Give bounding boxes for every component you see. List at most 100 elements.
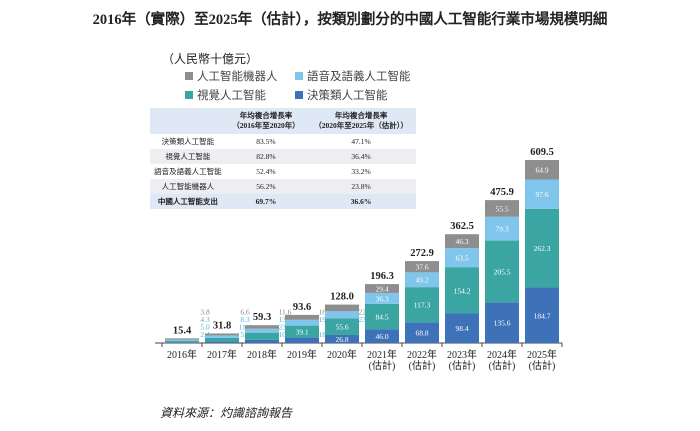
data-label: 26.8: [335, 335, 348, 344]
x-tick-label: 2022年: [407, 348, 437, 361]
source-note: 資料來源：灼識諮詢報告: [160, 406, 293, 420]
legend-label: 人工智能機器人: [197, 71, 278, 83]
data-label: 5.0: [200, 323, 210, 332]
bar-segment: [205, 341, 239, 343]
cell: 52.4%: [256, 167, 276, 176]
total-label: 128.0: [330, 292, 354, 303]
bar-segment: [525, 287, 559, 343]
data-label: 262.3: [534, 244, 551, 253]
bar-segment: [525, 179, 559, 209]
legend-label: 視覺人工智能: [197, 90, 266, 102]
data-label: 117.3: [414, 301, 431, 310]
data-label: 64.9: [535, 166, 548, 175]
bar-segment: [285, 325, 319, 338]
table-row-total: 中國人工智能支出 69.7% 36.6%: [150, 194, 416, 209]
total-label: 59.3: [253, 312, 271, 323]
bar-segment: [405, 261, 439, 273]
total-label: 475.9: [490, 187, 514, 198]
x-tick-label: 2017年: [207, 348, 237, 361]
legend-label: 決策類人工智能: [307, 90, 388, 102]
data-label: 3.8: [200, 308, 210, 317]
cell: 47.1%: [351, 137, 371, 146]
legend-item-speech: 語音及語義人工智能: [295, 68, 435, 84]
data-label: 63.5: [455, 254, 468, 263]
x-tick-label: 2021年: [367, 348, 397, 361]
x-tick-label: (估計): [489, 359, 516, 372]
data-label: 184.7: [534, 311, 551, 320]
data-label: 46.3: [455, 237, 468, 246]
bar-segment: [245, 328, 279, 333]
cell: 語音及語義人工智能: [154, 167, 222, 176]
cell: 83.5%: [256, 137, 276, 146]
cell: 33.2%: [351, 167, 371, 176]
unit-label: （人民幣十億元）: [162, 52, 259, 66]
bar-segment: [285, 314, 319, 320]
table-row: 視覺人工智能 82.8% 36.4%: [150, 149, 416, 164]
data-label: 49.2: [415, 276, 428, 285]
bar-segment: [165, 338, 199, 340]
legend-swatch: [185, 72, 193, 80]
x-tick-label: 2019年: [287, 348, 317, 361]
data-label: 154.2: [454, 286, 471, 295]
header-cell: 年均複合增長率 （2020年至2025年（估計））: [306, 108, 416, 134]
cell: 36.6%: [306, 194, 416, 209]
table-row: 人工智能機器人 56.2% 23.8%: [150, 179, 416, 194]
data-label: 98.4: [455, 324, 468, 333]
bar-segment: [365, 303, 399, 330]
x-tick-label: 2018年: [247, 348, 277, 361]
bar-segment: [525, 208, 559, 288]
data-label: 37.6: [415, 263, 428, 272]
data-label: 6.6: [240, 308, 250, 317]
total-label: 362.5: [450, 221, 474, 232]
data-label: 84.5: [375, 313, 388, 322]
bar-segment: [245, 325, 279, 329]
data-label: 8.3: [240, 315, 250, 324]
total-label: 272.9: [410, 248, 434, 259]
legend-item-vision: 視覺人工智能: [185, 87, 295, 103]
bar-segment: [165, 339, 199, 341]
data-label: 68.8: [415, 329, 428, 338]
page-title: 2016年（實際）至2025年（估計），按類別劃分的中國人工智能行業市場規模明細: [92, 12, 608, 28]
cell: 56.2%: [225, 179, 307, 194]
bar-segment: [165, 342, 199, 343]
legend-item-decision: 決策類人工智能: [295, 87, 435, 103]
table-header: 年均複合增長率 （2016年至2020年） 年均複合增長率 （2020年至202…: [150, 108, 416, 134]
data-label: 39.1: [295, 327, 308, 336]
cell: 69.7%: [225, 194, 307, 209]
bar-segment: [325, 334, 359, 343]
cell: 視覺人工智能: [150, 149, 226, 164]
cell: 人工智能機器人: [150, 179, 226, 194]
total-label: 196.3: [370, 271, 394, 282]
bar-segment: [365, 329, 399, 343]
table-row: 語音及語義人工智能 52.4% 33.2%: [150, 164, 416, 179]
data-label: 135.6: [494, 319, 511, 328]
data-label: 29.4: [375, 285, 388, 294]
x-tick-label: (估計): [449, 359, 476, 372]
legend-label: 語音及語義人工智能: [307, 71, 411, 83]
bar-segment: [325, 311, 359, 319]
bar-segment: [525, 160, 559, 180]
data-label: 46.0: [375, 332, 388, 341]
cagr-table: 年均複合增長率 （2016年至2020年） 年均複合增長率 （2020年至202…: [150, 108, 416, 209]
bar-segment: [365, 284, 399, 293]
bar-segment: [365, 292, 399, 304]
bar-segment: [205, 335, 239, 338]
total-label: 15.4: [173, 325, 192, 336]
total-label: 93.6: [293, 302, 311, 313]
bar-segment: [325, 318, 359, 335]
x-tick-label: 2016年: [167, 348, 197, 361]
x-tick-label: 2024年: [487, 348, 517, 361]
data-label: 36.3: [375, 294, 388, 303]
bar-segment: [245, 332, 279, 340]
legend: 人工智能機器人 語音及語義人工智能 視覺人工智能 決策類人工智能: [185, 68, 435, 103]
data-label: 55.6: [335, 323, 348, 332]
cell: 36.4%: [306, 149, 416, 164]
bar-segment: [405, 322, 439, 343]
bar-segment: [485, 216, 519, 241]
bar-segment: [325, 304, 359, 312]
cell: 決策類人工智能: [161, 137, 215, 146]
data-label: 55.5: [495, 204, 508, 213]
legend-swatch: [185, 91, 193, 99]
bar-segment: [205, 337, 239, 342]
